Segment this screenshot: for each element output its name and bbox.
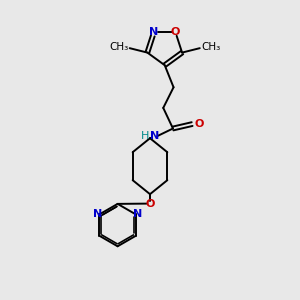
Text: N: N: [93, 209, 102, 219]
Text: CH₃: CH₃: [201, 42, 220, 52]
Text: H: H: [141, 131, 149, 142]
Text: N: N: [149, 27, 159, 37]
Text: O: O: [194, 119, 204, 129]
Text: N: N: [133, 209, 142, 219]
Text: N: N: [150, 131, 159, 142]
Text: CH₃: CH₃: [109, 42, 128, 52]
Text: O: O: [145, 199, 155, 208]
Text: O: O: [171, 27, 180, 37]
